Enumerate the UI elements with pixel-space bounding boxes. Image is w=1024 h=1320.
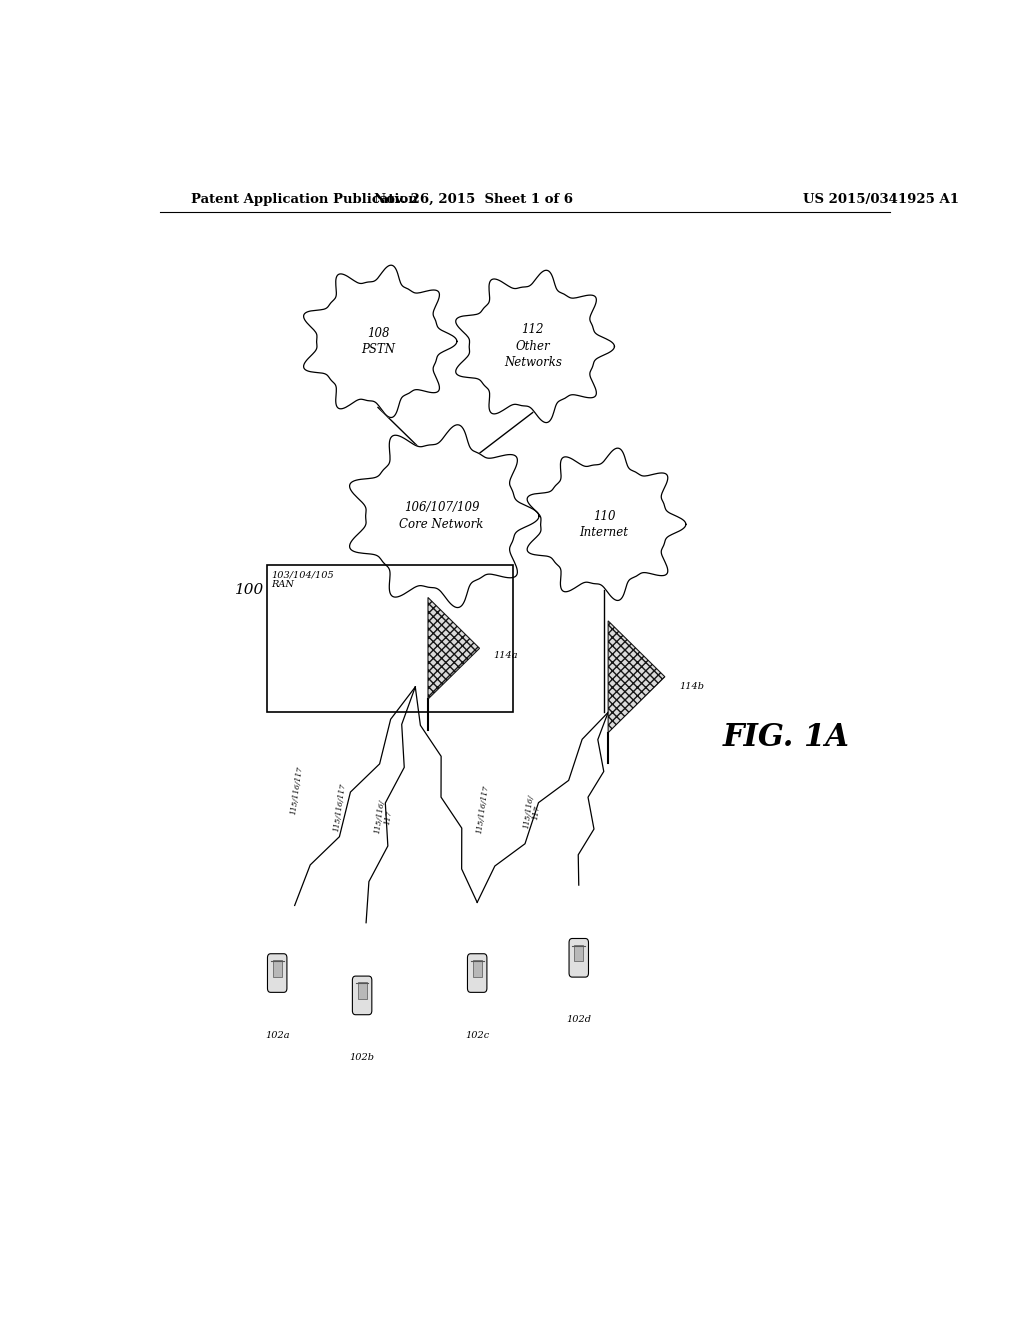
Text: 108
PSTN: 108 PSTN	[361, 326, 395, 356]
Text: 102a: 102a	[265, 1031, 290, 1040]
Text: 100: 100	[236, 583, 264, 598]
FancyBboxPatch shape	[357, 982, 367, 999]
Text: 102b: 102b	[349, 1053, 375, 1063]
Text: 115/116/117: 115/116/117	[290, 766, 304, 816]
Text: 114a: 114a	[494, 652, 518, 660]
Text: 115/116/117: 115/116/117	[333, 781, 347, 832]
FancyBboxPatch shape	[352, 975, 372, 1015]
Text: Nov. 26, 2015  Sheet 1 of 6: Nov. 26, 2015 Sheet 1 of 6	[374, 193, 572, 206]
Polygon shape	[428, 598, 479, 700]
Polygon shape	[304, 265, 457, 417]
Text: US 2015/0341925 A1: US 2015/0341925 A1	[803, 193, 958, 206]
FancyBboxPatch shape	[468, 954, 486, 993]
Text: 114b: 114b	[680, 682, 705, 690]
Polygon shape	[456, 271, 614, 422]
Text: 112
Other
Networks: 112 Other Networks	[504, 323, 562, 370]
FancyBboxPatch shape	[267, 954, 287, 993]
Polygon shape	[349, 425, 539, 607]
Text: 115/116/117: 115/116/117	[475, 784, 490, 834]
Polygon shape	[527, 447, 686, 601]
Polygon shape	[608, 620, 665, 733]
FancyBboxPatch shape	[272, 960, 282, 977]
FancyBboxPatch shape	[267, 565, 513, 713]
Text: 110
Internet: 110 Internet	[580, 510, 629, 539]
Text: 115/116/
117: 115/116/ 117	[522, 793, 544, 830]
FancyBboxPatch shape	[473, 960, 481, 977]
FancyBboxPatch shape	[569, 939, 589, 977]
FancyBboxPatch shape	[574, 945, 584, 961]
Text: FIG. 1A: FIG. 1A	[723, 722, 850, 754]
Text: 103/104/105
RAN: 103/104/105 RAN	[270, 570, 334, 590]
Text: Patent Application Publication: Patent Application Publication	[191, 193, 418, 206]
Text: 115/116/
117: 115/116/ 117	[374, 799, 395, 836]
Text: 102d: 102d	[566, 1015, 591, 1024]
Text: 106/107/109
Core Network: 106/107/109 Core Network	[399, 502, 483, 531]
Text: 102c: 102c	[465, 1031, 489, 1040]
